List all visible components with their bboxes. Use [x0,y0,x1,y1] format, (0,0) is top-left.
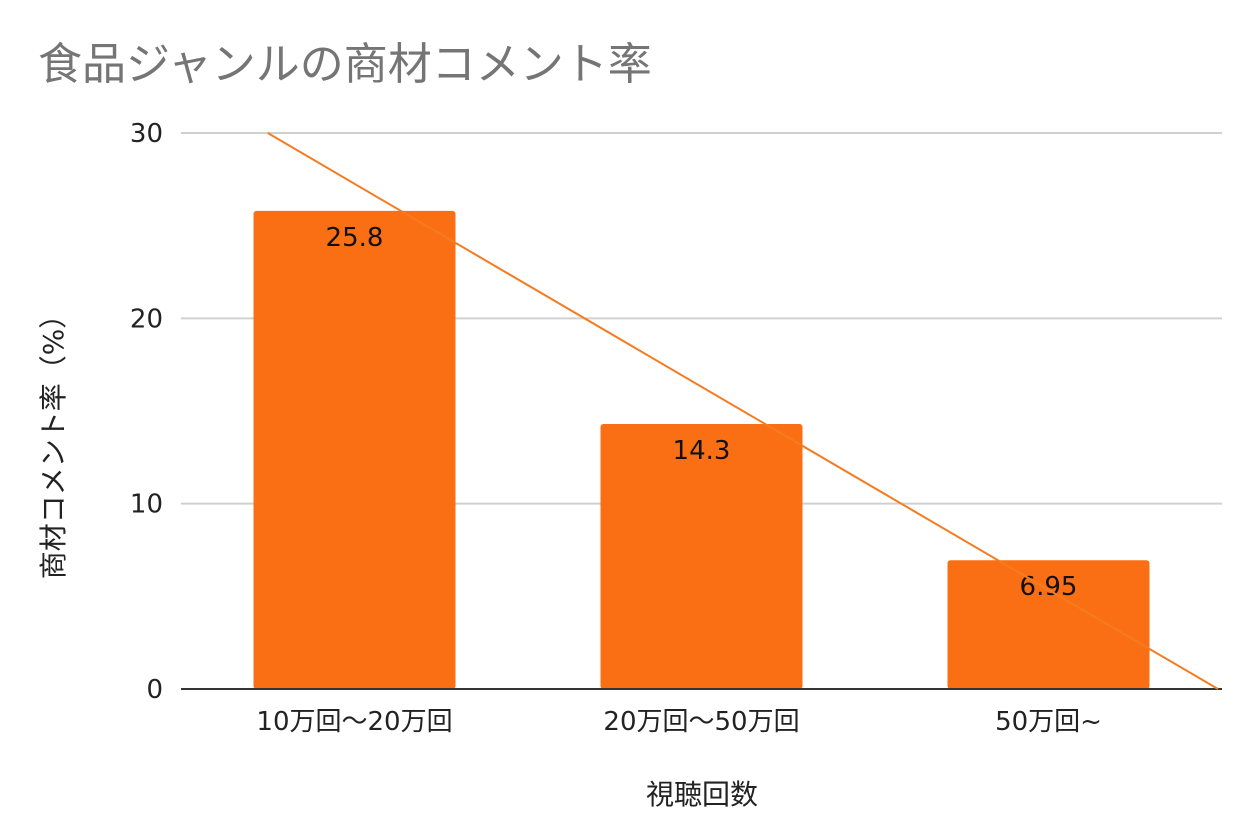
chart-title: 食品ジャンルの商材コメント率 [38,39,652,90]
x-tick-label: 20万回〜50万回 [603,707,799,737]
bar [947,560,1150,689]
x-axis-label: 視聴回数 [645,778,759,811]
bar [253,210,456,689]
bar [600,423,803,689]
data-label: 6.95 [1020,572,1078,602]
data-label: 25.8 [326,223,384,253]
trendline [267,132,1219,690]
data-label: 14.3 [673,436,731,466]
y-tick-label: 10 [130,490,163,520]
y-tick-label: 0 [146,675,163,705]
y-tick-label: 30 [130,119,163,149]
x-tick-label: 10万回〜20万回 [256,707,452,737]
y-tick-label: 20 [130,304,163,334]
x-tick-label: 50万回~ [995,707,1102,737]
